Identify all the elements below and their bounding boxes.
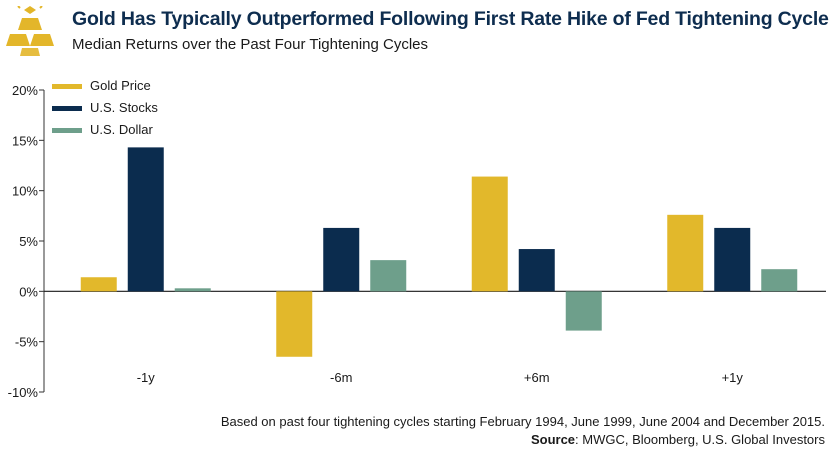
source-label: Source: [530, 432, 576, 447]
source-line: Source: MWGC, Bloomberg, U.S. Global Inv…: [531, 432, 825, 447]
legend-label: Gold Price: [90, 78, 151, 93]
chart-title: Gold Has Typically Outperformed Followin…: [72, 8, 829, 30]
bar-u-s-dollar-6m: [370, 260, 407, 292]
bar-u-s-stocks-1y: [714, 227, 751, 292]
legend-label: U.S. Dollar: [90, 122, 154, 137]
source-text: : MWGC, Bloomberg, U.S. Global Investors: [575, 432, 825, 447]
y-tick-label: -10%: [8, 385, 39, 400]
bar-u-s-stocks-6m: [518, 249, 555, 292]
bar-gold-price-6m: [471, 176, 508, 292]
bar-u-s-dollar-1y: [761, 269, 798, 292]
legend-swatch: [52, 128, 82, 133]
chart-subtitle: Median Returns over the Past Four Tighte…: [72, 36, 429, 53]
bar-u-s-stocks-6m: [323, 227, 360, 292]
x-tick-label: +1y: [722, 370, 744, 385]
legend-swatch: [52, 84, 82, 89]
y-tick-label: 20%: [12, 83, 38, 98]
y-tick-label: 0%: [19, 284, 38, 299]
y-tick-label: 15%: [12, 133, 38, 148]
legend-label: U.S. Stocks: [90, 100, 158, 115]
bar-chart: -10% -5% 0% 5% 10% 15% 20% -1y -6m +6m +1y Gold Pri…: [8, 78, 826, 400]
x-tick-label: -6m: [330, 370, 352, 385]
y-tick-label: 10%: [12, 184, 38, 199]
bar-gold-price-1y: [80, 277, 117, 292]
bar-gold-price-6m: [276, 291, 313, 357]
footnote: Based on past four tightening cycles sta…: [220, 414, 825, 429]
x-tick-label: +6m: [524, 370, 550, 385]
gold-bars-icon: [6, 6, 54, 56]
x-tick-label: -1y: [137, 370, 156, 385]
y-tick-label: -5%: [15, 335, 39, 350]
y-tick-label: 5%: [19, 234, 38, 249]
bar-u-s-dollar-6m: [565, 291, 602, 331]
bar-u-s-dollar-1y: [174, 288, 211, 292]
bar-gold-price-1y: [667, 214, 704, 292]
bar-u-s-stocks-1y: [127, 147, 164, 292]
legend-swatch: [52, 106, 82, 111]
